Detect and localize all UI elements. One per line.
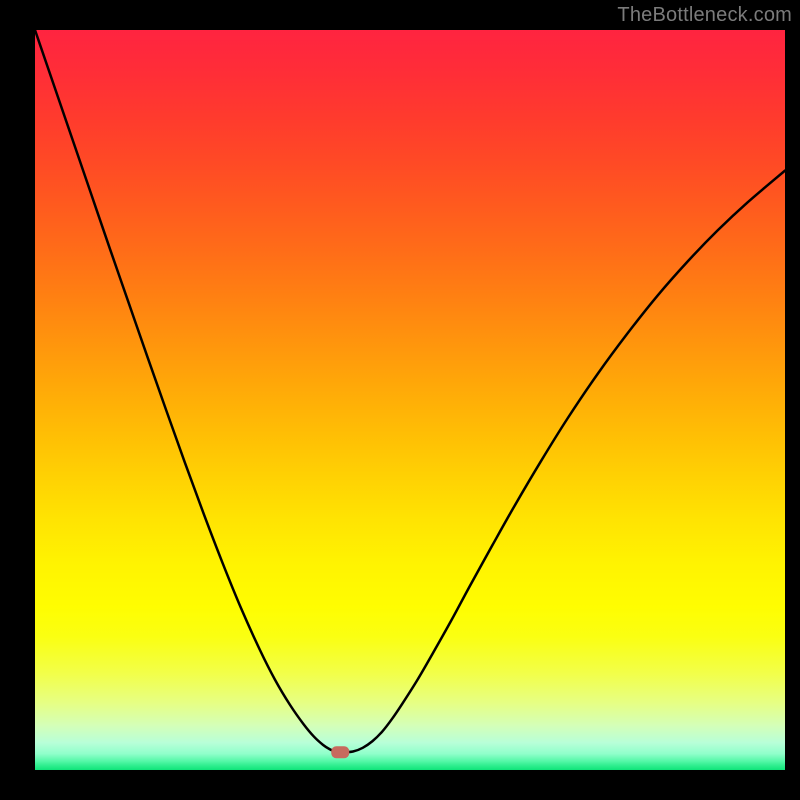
chart-container: TheBottleneck.com: [0, 0, 800, 800]
marker-dot: [331, 746, 349, 758]
plot-area: [35, 30, 785, 770]
curve-layer: [35, 30, 785, 770]
v-curve: [35, 30, 785, 752]
watermark-label: TheBottleneck.com: [617, 4, 792, 27]
